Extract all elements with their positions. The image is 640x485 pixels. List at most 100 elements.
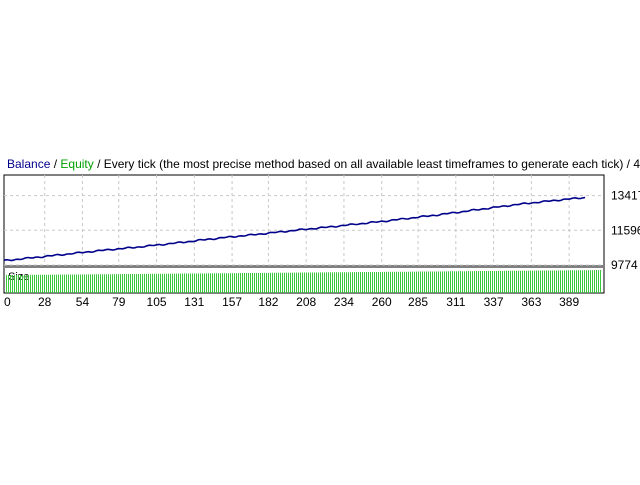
size-bar bbox=[350, 272, 351, 293]
size-bar bbox=[398, 271, 399, 293]
size-bar bbox=[126, 274, 127, 293]
size-bar bbox=[326, 272, 327, 293]
size-bar bbox=[6, 275, 7, 293]
size-bar bbox=[380, 271, 381, 293]
size-bar bbox=[298, 272, 299, 293]
size-bar bbox=[524, 270, 525, 293]
legend-balance-label: Balance bbox=[7, 157, 51, 171]
size-bar bbox=[534, 270, 535, 293]
size-bar bbox=[214, 273, 215, 293]
size-bar bbox=[110, 274, 111, 293]
size-bar bbox=[332, 272, 333, 293]
size-bar bbox=[388, 271, 389, 293]
size-bar bbox=[190, 273, 191, 293]
size-bar bbox=[356, 272, 357, 293]
size-bar bbox=[336, 272, 337, 293]
size-bar bbox=[442, 271, 443, 293]
size-bar bbox=[434, 271, 435, 293]
size-bar bbox=[372, 272, 373, 293]
x-tick-label: 285 bbox=[408, 295, 428, 309]
size-bar bbox=[228, 273, 229, 293]
size-bar bbox=[452, 271, 453, 293]
size-bar bbox=[234, 273, 235, 293]
size-bar bbox=[554, 270, 555, 293]
size-bar bbox=[392, 271, 393, 293]
size-bar bbox=[580, 270, 581, 293]
size-bar bbox=[118, 274, 119, 293]
size-bar bbox=[172, 273, 173, 293]
size-bar bbox=[536, 270, 537, 293]
size-bar bbox=[546, 270, 547, 293]
size-bar bbox=[138, 274, 139, 293]
size-bar bbox=[278, 272, 279, 293]
size-bar bbox=[54, 274, 55, 293]
size-bar bbox=[10, 275, 11, 293]
size-bar bbox=[196, 273, 197, 293]
size-bar bbox=[338, 272, 339, 293]
size-bar bbox=[206, 273, 207, 293]
x-tick-label: 337 bbox=[484, 295, 504, 309]
size-bar bbox=[192, 273, 193, 293]
size-bar bbox=[60, 274, 61, 293]
grid-lines bbox=[4, 175, 604, 266]
size-bar bbox=[344, 272, 345, 293]
x-tick-label: 0 bbox=[4, 295, 11, 309]
size-bar bbox=[322, 272, 323, 293]
size-bar bbox=[188, 273, 189, 293]
size-bar bbox=[280, 272, 281, 293]
x-tick-label: 260 bbox=[372, 295, 392, 309]
size-bar bbox=[370, 272, 371, 293]
size-bar bbox=[520, 270, 521, 293]
size-bar bbox=[516, 270, 517, 293]
size-bar bbox=[108, 274, 109, 293]
size-bar bbox=[194, 273, 195, 293]
legend-equity-label: Equity bbox=[60, 157, 93, 171]
size-bar bbox=[374, 272, 375, 293]
size-bar bbox=[552, 270, 553, 293]
size-bar bbox=[114, 274, 115, 293]
size-bar bbox=[12, 275, 13, 293]
size-bar bbox=[308, 272, 309, 293]
size-bar bbox=[360, 272, 361, 293]
size-bar bbox=[274, 272, 275, 293]
size-bar bbox=[354, 272, 355, 293]
size-bar bbox=[306, 272, 307, 293]
size-bar bbox=[232, 273, 233, 293]
size-bar bbox=[252, 273, 253, 293]
size-bar bbox=[78, 274, 79, 293]
size-bar bbox=[494, 271, 495, 293]
size-bar bbox=[430, 271, 431, 293]
size-bar bbox=[112, 274, 113, 293]
size-bar bbox=[424, 271, 425, 293]
size-bar bbox=[436, 271, 437, 293]
size-bar bbox=[472, 271, 473, 293]
size-bar bbox=[558, 270, 559, 293]
size-bar bbox=[136, 274, 137, 293]
size-bar bbox=[402, 271, 403, 293]
size-bar bbox=[426, 271, 427, 293]
size-bar bbox=[248, 273, 249, 293]
x-tick-label: 54 bbox=[76, 295, 90, 309]
size-bar bbox=[164, 273, 165, 293]
size-bar bbox=[56, 274, 57, 293]
x-tick-label: 79 bbox=[112, 295, 126, 309]
size-bar bbox=[420, 271, 421, 293]
size-bar bbox=[222, 273, 223, 293]
size-bar bbox=[236, 273, 237, 293]
size-bar bbox=[16, 275, 17, 293]
size-bar bbox=[454, 271, 455, 293]
size-bar bbox=[438, 271, 439, 293]
size-bar bbox=[500, 270, 501, 293]
size-bar bbox=[550, 270, 551, 293]
size-bar bbox=[180, 273, 181, 293]
size-bar bbox=[160, 273, 161, 293]
size-bar bbox=[528, 270, 529, 293]
y-tick-label: 13417 bbox=[611, 189, 640, 203]
size-bar bbox=[284, 272, 285, 293]
size-bar bbox=[36, 274, 37, 293]
size-bar bbox=[484, 271, 485, 293]
size-bar bbox=[210, 273, 211, 293]
size-bar bbox=[202, 273, 203, 293]
